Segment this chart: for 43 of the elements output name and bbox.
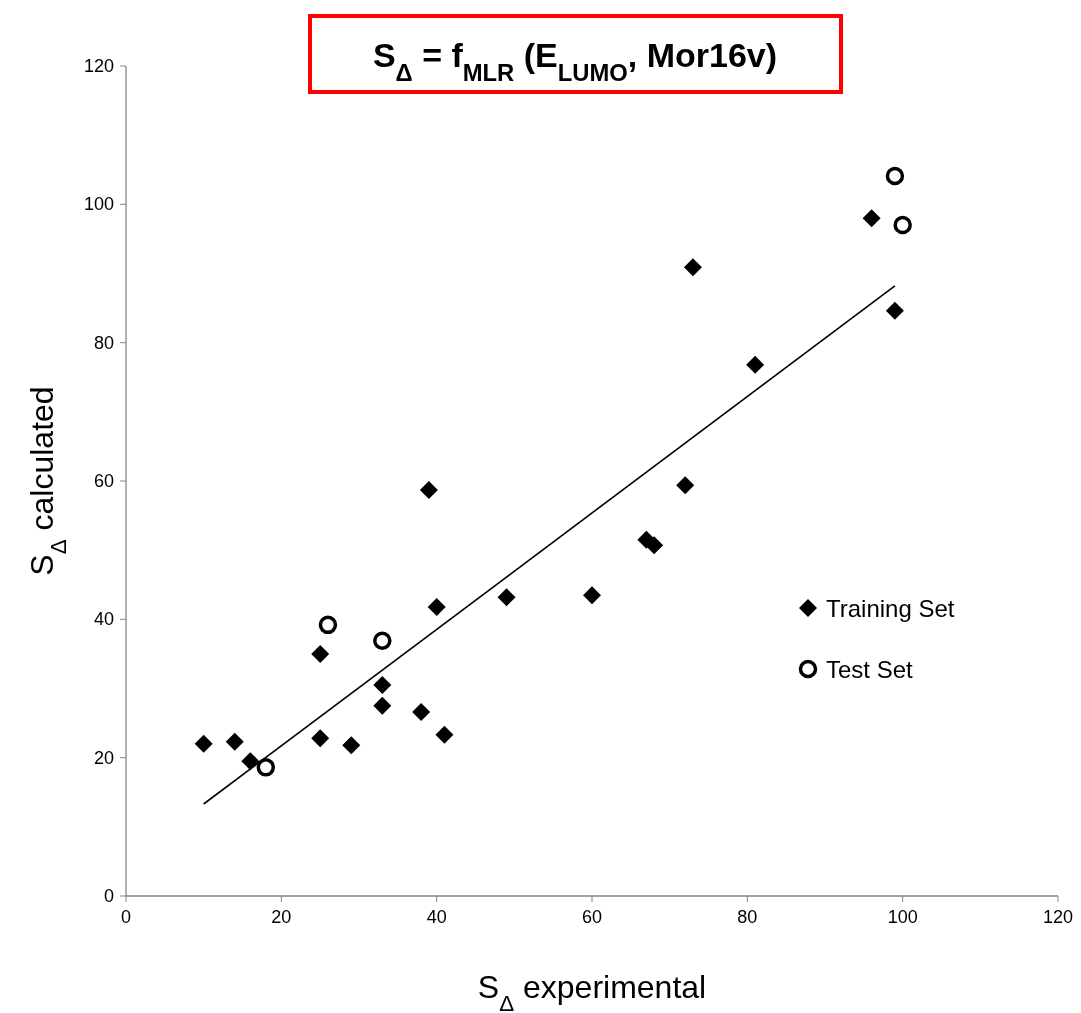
x-tick-label: 120 — [1042, 907, 1074, 927]
chart-title: S$_{Δ}$ = f$_{MLR}$ (E$_{LUMO}$, Mor16v) — [372, 36, 778, 86]
point — [311, 644, 330, 663]
y-tick-label: 40 — [93, 609, 114, 630]
legend-label: Test Set — [826, 656, 914, 683]
point — [318, 615, 338, 635]
y-tick-label: 100 — [83, 194, 114, 215]
point — [311, 729, 330, 748]
x-tick-label: 100 — [887, 907, 918, 927]
point — [256, 758, 276, 777]
point — [746, 355, 765, 374]
point — [885, 166, 905, 186]
x-axis-title: S$_{Δ}$ experimental — [477, 969, 707, 1013]
point — [862, 209, 881, 228]
point — [241, 752, 260, 771]
x-tick-label: 20 — [271, 907, 292, 927]
point — [497, 588, 516, 607]
point — [645, 536, 664, 555]
x-tick-label: 60 — [581, 907, 603, 927]
point — [427, 597, 446, 616]
x-tick-label: 0 — [120, 907, 132, 927]
point — [412, 703, 431, 722]
point — [419, 480, 438, 499]
point — [373, 631, 392, 651]
legend-label: Training Set — [826, 595, 955, 622]
x-tick-label: 40 — [426, 907, 447, 927]
point — [373, 676, 392, 695]
y-tick-label: 60 — [93, 471, 114, 491]
point — [435, 725, 454, 744]
x-tick-label: 80 — [737, 907, 758, 927]
y-tick-label: 0 — [103, 886, 114, 906]
point — [583, 586, 601, 605]
point — [676, 476, 695, 495]
point — [225, 732, 244, 751]
point — [683, 258, 702, 277]
point — [885, 301, 904, 320]
point — [373, 696, 392, 715]
y-tick-label: 80 — [93, 332, 114, 353]
point — [194, 734, 213, 753]
y-tick-label: 20 — [93, 747, 114, 768]
point — [893, 215, 912, 235]
point — [342, 736, 361, 755]
y-tick-label: 120 — [83, 56, 114, 76]
